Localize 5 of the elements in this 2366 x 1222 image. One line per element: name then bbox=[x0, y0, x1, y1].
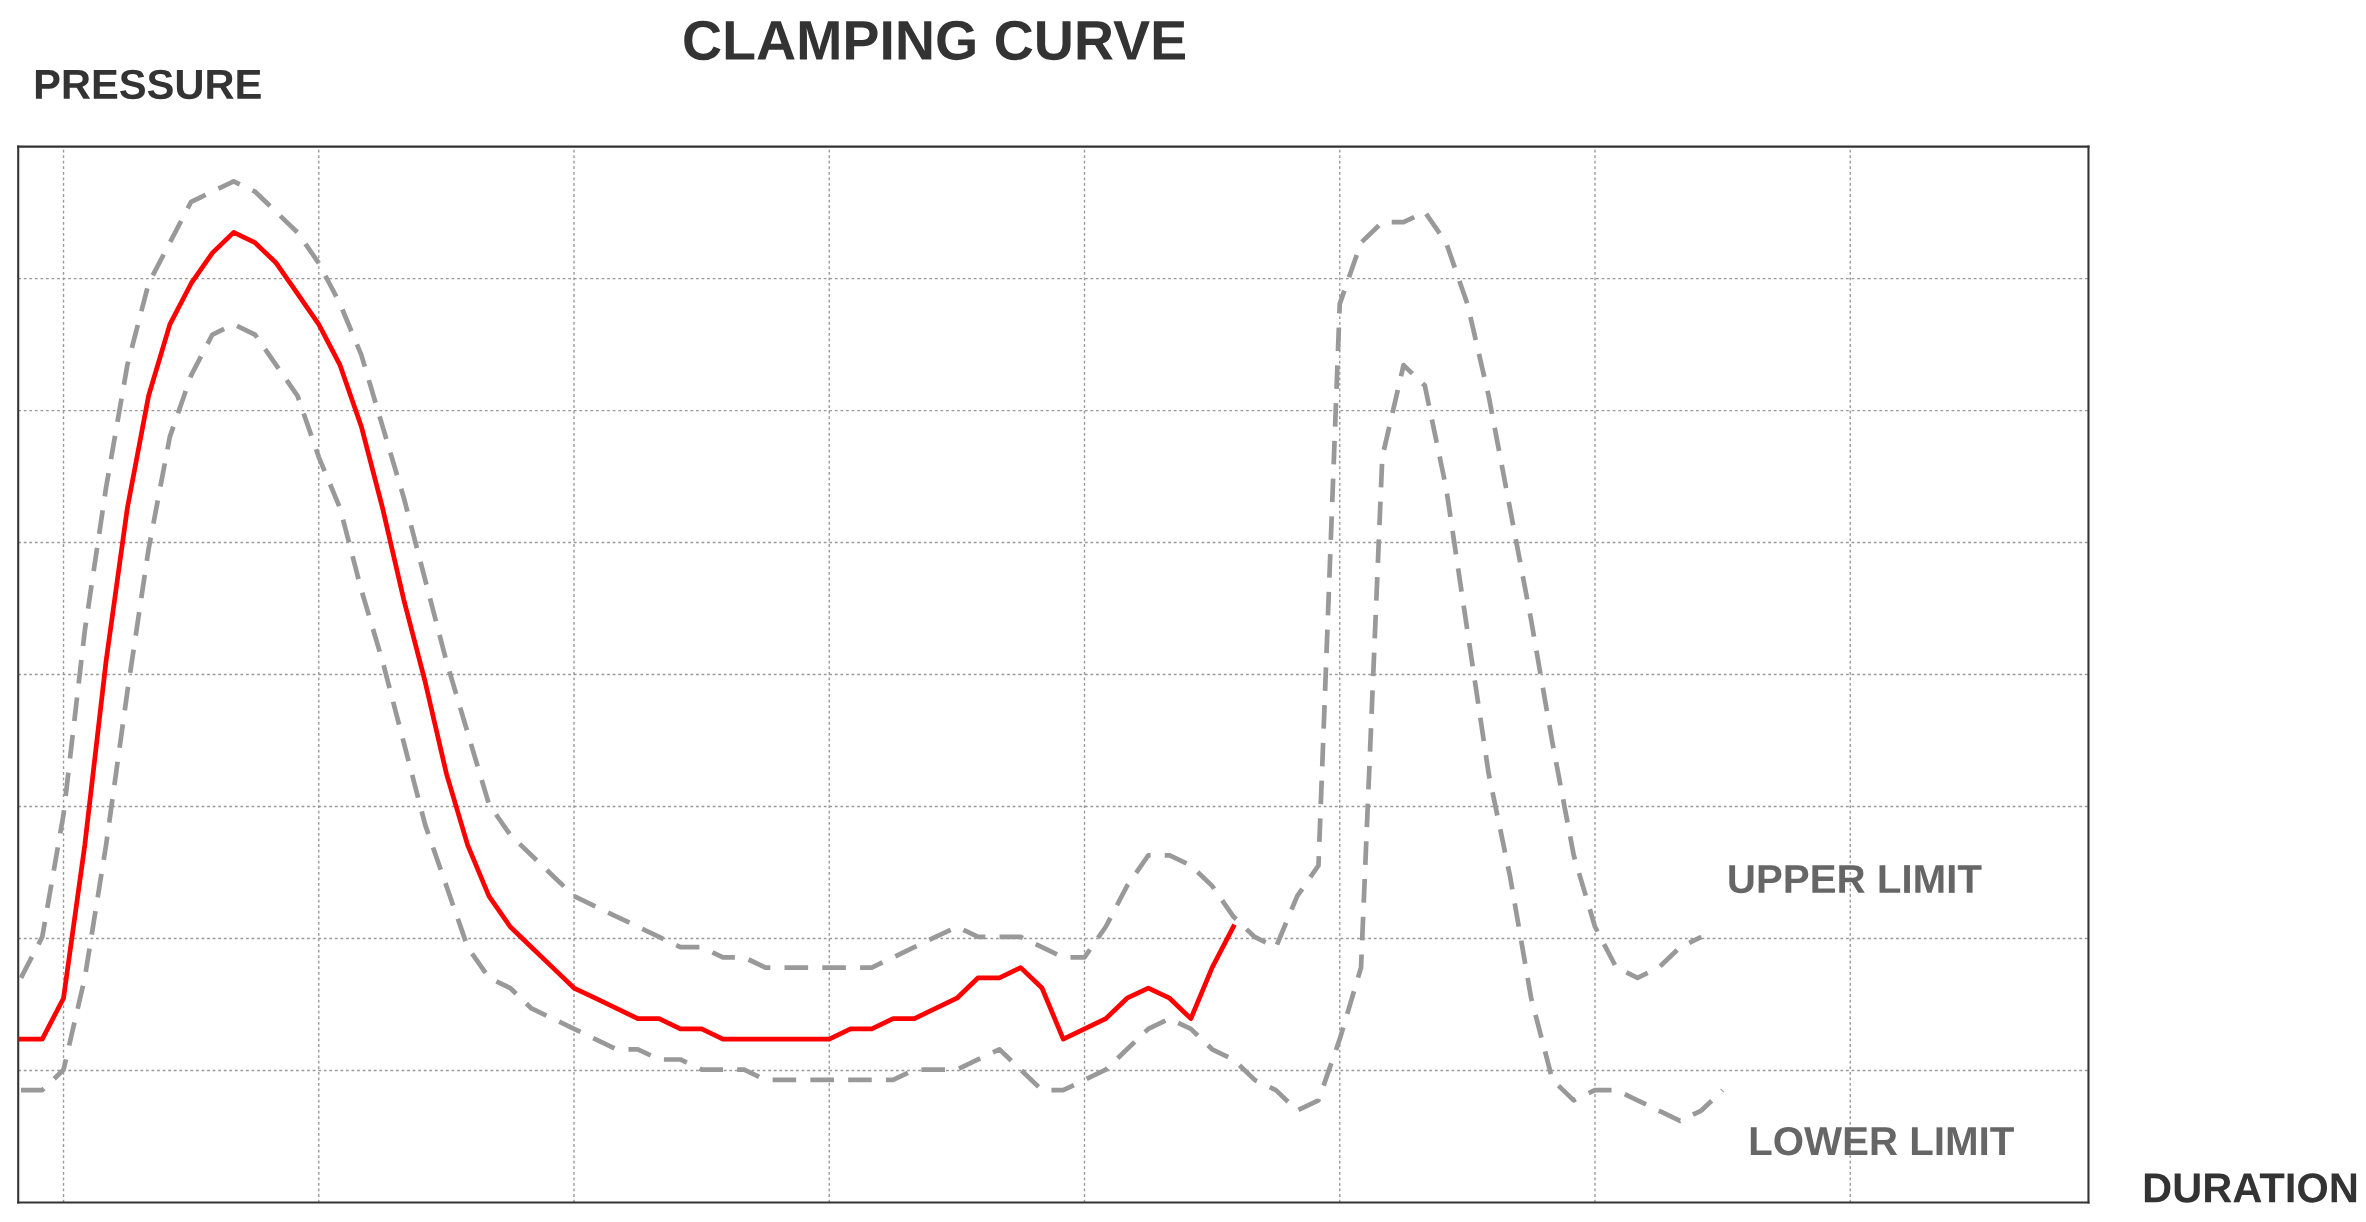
series-label: LOWER LIMIT bbox=[1750, 1126, 2014, 1156]
chart-title: CLAMPING CURVE bbox=[684, 20, 1186, 61]
series-label: UPPER LIMIT bbox=[1729, 865, 1982, 894]
y-axis-title: PRESSURE bbox=[35, 69, 261, 100]
text: DURATION bbox=[2144, 1173, 2357, 1203]
